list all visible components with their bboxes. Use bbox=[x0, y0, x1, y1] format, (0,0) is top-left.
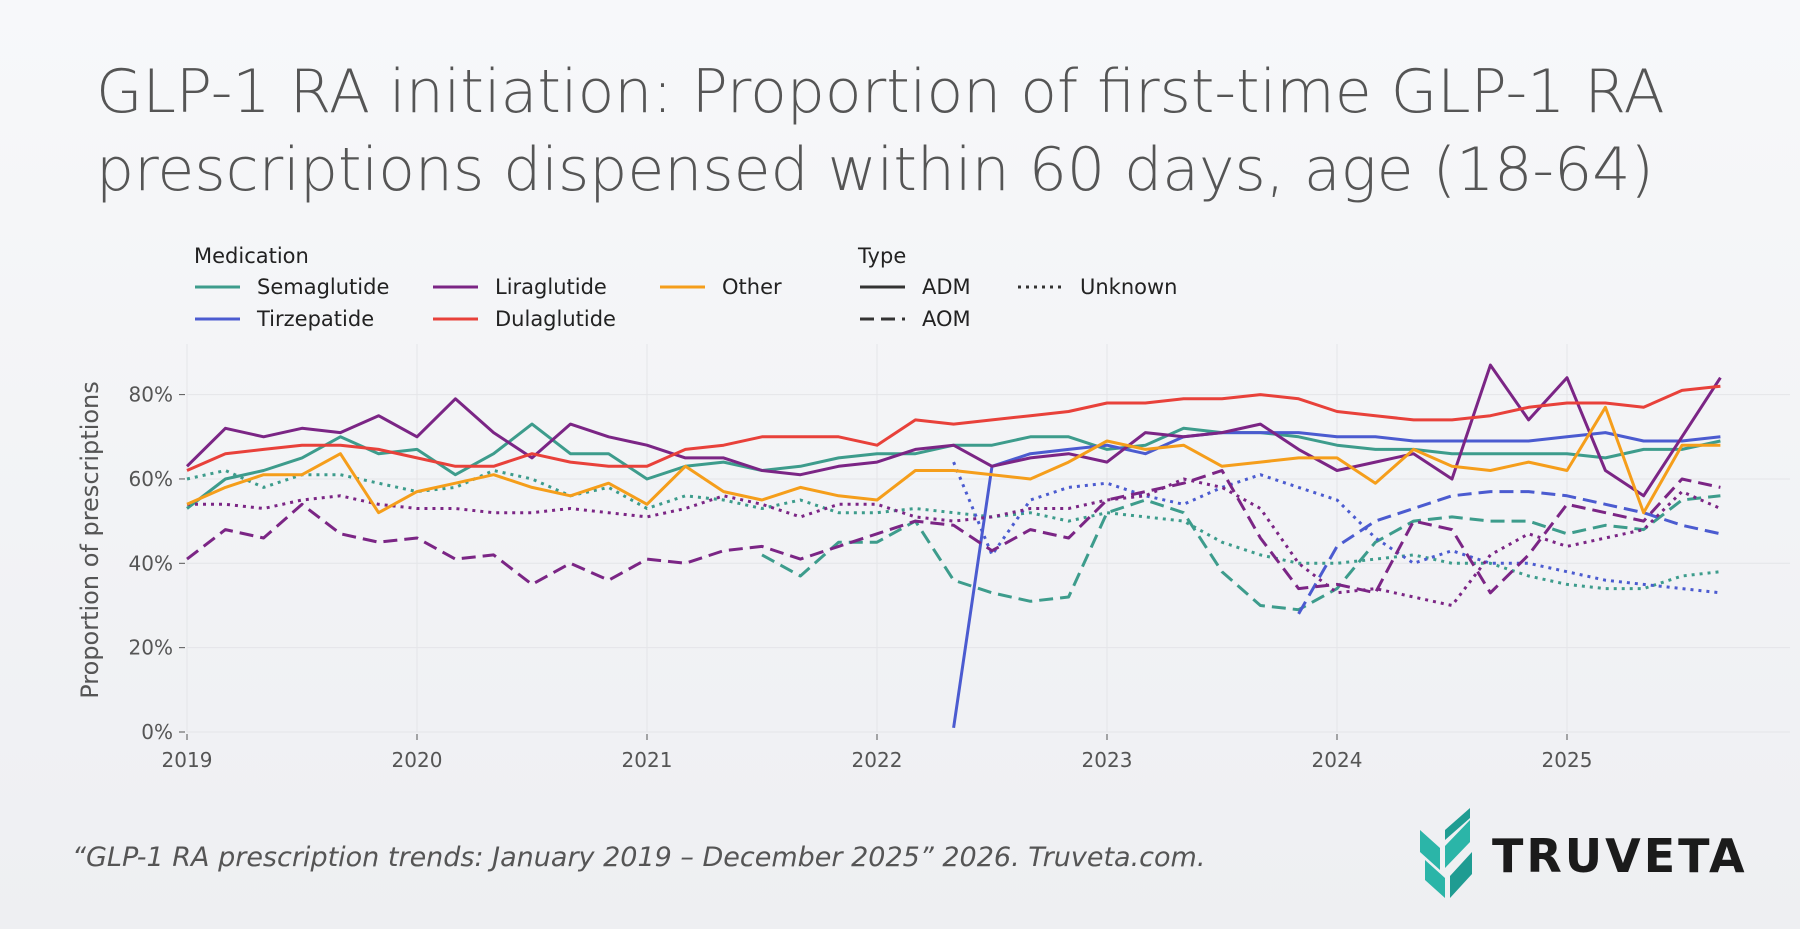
x-tick-label: 2025 bbox=[1542, 748, 1593, 772]
series-line bbox=[186, 469, 1721, 591]
y-tick-label: 40% bbox=[129, 551, 173, 575]
chart-title: prescriptions dispensed within 60 days, … bbox=[96, 135, 1654, 205]
logo-icon bbox=[1420, 808, 1472, 898]
series-line bbox=[952, 431, 1721, 729]
y-tick-label: 0% bbox=[141, 720, 173, 744]
y-tick-label: 60% bbox=[129, 467, 173, 491]
x-tick-label: 2021 bbox=[622, 748, 673, 772]
legend-label: Unknown bbox=[1080, 275, 1177, 299]
legend-label: Other bbox=[722, 275, 782, 299]
chart-title: GLP-1 RA initiation: Proportion of first… bbox=[96, 57, 1665, 127]
series-line bbox=[186, 469, 1721, 595]
legend-label: ADM bbox=[922, 275, 971, 299]
x-tick-label: 2020 bbox=[392, 748, 443, 772]
source-note: “GLP-1 RA prescription trends: January 2… bbox=[72, 842, 1205, 873]
series-line bbox=[185, 363, 1722, 498]
legend-label: Semaglutide bbox=[257, 275, 389, 299]
series-line bbox=[761, 494, 1721, 612]
legend-label: Dulaglutide bbox=[495, 307, 616, 331]
legend-title: Medication bbox=[194, 244, 309, 268]
legend-label: Liraglutide bbox=[495, 275, 607, 299]
series-line bbox=[187, 477, 1722, 607]
legend-label: AOM bbox=[922, 307, 971, 331]
x-tick-label: 2022 bbox=[852, 748, 903, 772]
y-axis-label: Proportion of prescriptions bbox=[76, 381, 104, 699]
series-line bbox=[952, 461, 1721, 595]
y-tick-label: 20% bbox=[129, 636, 173, 660]
x-tick-label: 2023 bbox=[1082, 748, 1133, 772]
y-tick-label: 80% bbox=[129, 383, 173, 407]
x-tick-label: 2024 bbox=[1312, 748, 1363, 772]
legend-label: Tirzepatide bbox=[256, 307, 374, 331]
series-line bbox=[1297, 490, 1721, 615]
series-line bbox=[186, 405, 1721, 515]
x-tick-label: 2019 bbox=[162, 748, 213, 772]
series-line bbox=[186, 384, 1721, 472]
logo-text: TRUVETA bbox=[1492, 829, 1748, 883]
legend-title: Type bbox=[857, 244, 906, 268]
